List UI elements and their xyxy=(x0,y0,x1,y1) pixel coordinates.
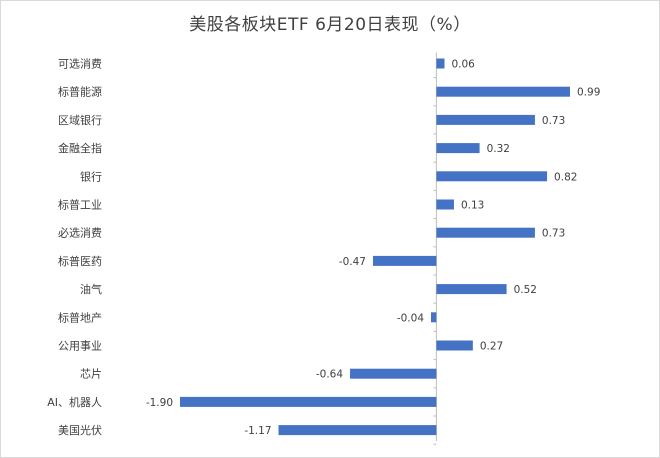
bar xyxy=(436,171,548,182)
bar xyxy=(278,425,437,436)
category-label: 芯片 xyxy=(80,367,102,381)
category-label: 标普地产 xyxy=(58,310,102,324)
data-label: 0.13 xyxy=(461,200,484,212)
bar xyxy=(350,368,437,379)
category-label: 公用事业 xyxy=(58,340,102,353)
data-label: -0.47 xyxy=(339,256,366,268)
bar xyxy=(436,340,473,351)
bar xyxy=(431,312,437,323)
bar xyxy=(436,284,507,295)
bar xyxy=(180,396,437,407)
category-label: 美国光伏 xyxy=(58,423,102,437)
category-label: 区域银行 xyxy=(58,113,102,127)
bar xyxy=(436,227,535,238)
data-label: -1.17 xyxy=(244,425,271,437)
bar xyxy=(372,255,437,266)
bar xyxy=(436,143,480,154)
category-label: 标普能源 xyxy=(58,85,102,99)
category-label: 可选消费 xyxy=(58,57,102,71)
bar xyxy=(436,58,445,69)
category-label: 标普工业 xyxy=(58,198,102,212)
data-label: 0.73 xyxy=(542,228,565,240)
bar xyxy=(436,199,454,210)
data-label: 0.06 xyxy=(451,59,475,71)
chart-title: 美股各板块ETF 6月20日表现（%） xyxy=(189,15,471,35)
category-label: 油气 xyxy=(80,282,102,296)
data-label: 0.52 xyxy=(514,284,537,296)
category-label: 标普医药 xyxy=(58,254,102,268)
bar xyxy=(436,114,535,125)
data-label: 0.27 xyxy=(480,341,503,353)
category-label: 银行 xyxy=(80,169,102,183)
category-label: 必选消费 xyxy=(58,226,102,240)
data-label: 0.32 xyxy=(487,143,510,155)
category-label: 金融全指 xyxy=(58,141,102,155)
data-label: 0.73 xyxy=(542,115,565,127)
category-label: AI、机器人 xyxy=(47,395,102,409)
data-label: 0.82 xyxy=(554,171,577,183)
data-label: -1.90 xyxy=(146,397,173,409)
bar xyxy=(436,86,570,97)
data-label: -0.04 xyxy=(397,312,424,324)
data-label: 0.99 xyxy=(577,87,600,99)
data-label: -0.64 xyxy=(316,369,343,381)
